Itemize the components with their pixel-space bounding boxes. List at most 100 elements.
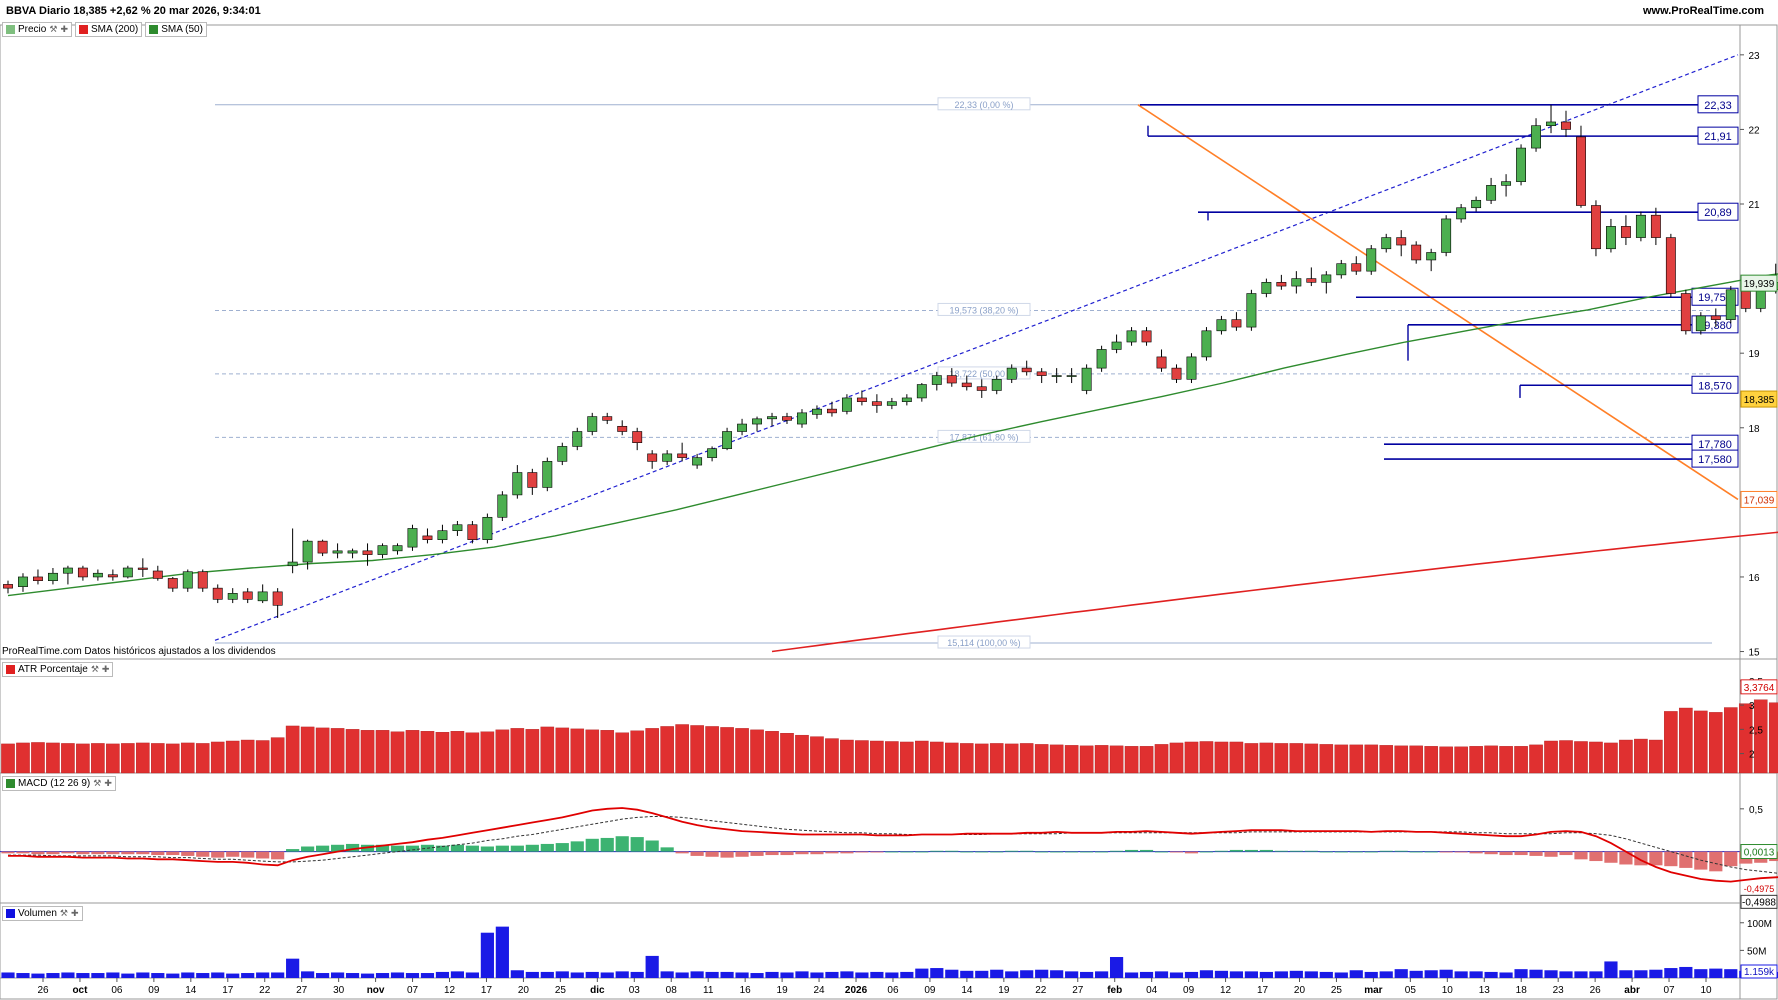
volume-bar	[1544, 970, 1558, 978]
candle-body	[1725, 289, 1736, 320]
macd-histogram-bar	[166, 851, 180, 856]
x-tick-label: feb	[1107, 985, 1122, 996]
macd-histogram-bar	[690, 851, 704, 856]
candle-body	[392, 545, 403, 552]
candle-body	[1081, 367, 1092, 391]
macd-histogram-bar	[435, 845, 450, 852]
wrench-icon[interactable]: ⚒	[59, 908, 68, 918]
candle-body	[856, 397, 867, 402]
candle-body	[1276, 282, 1287, 287]
atr-bar	[1439, 746, 1453, 774]
atr-bar	[1334, 744, 1349, 774]
atr-bar	[1679, 707, 1693, 774]
legend-label: SMA (200)	[90, 24, 139, 35]
candle-body	[1156, 356, 1167, 369]
candle-body	[1396, 237, 1407, 246]
fibonacci-label: 17,871 (61,80 %)	[949, 432, 1018, 442]
candle-body	[167, 578, 178, 589]
volume-bar	[1454, 971, 1468, 978]
volume-bar	[945, 969, 959, 978]
legend-macd[interactable]: MACD (12 26 9) ⚒ ✚	[2, 776, 116, 791]
macd-histogram-bar	[390, 845, 405, 852]
plus-icon[interactable]: ✚	[71, 908, 79, 918]
atr-bar	[1394, 745, 1409, 774]
candle-body	[1051, 375, 1062, 377]
candle-body	[1740, 289, 1751, 309]
x-tick-label: 12	[444, 985, 456, 996]
atr-bar	[989, 743, 1004, 774]
price-level-label: 17,580	[1698, 454, 1732, 466]
price-level-label: 18,570	[1698, 380, 1732, 392]
brand-link[interactable]: www.ProRealTime.com	[1642, 5, 1764, 17]
volume-bar	[525, 971, 539, 978]
x-tick-label: 08	[666, 985, 678, 996]
atr-bar	[136, 742, 150, 774]
fibonacci-label: 19,573 (38,20 %)	[949, 305, 1018, 315]
legend-label: ATR Porcentaje	[18, 664, 88, 675]
atr-bar	[420, 731, 435, 774]
plus-icon[interactable]: ✚	[101, 664, 110, 674]
x-tick-label: oct	[72, 985, 88, 996]
axis-value-badge	[1740, 274, 1778, 292]
macd-histogram-bar	[106, 851, 120, 855]
legend-label: MACD (12 26 9)	[18, 778, 91, 789]
legend-volume[interactable]: Volumen ⚒ ✚	[2, 906, 83, 921]
volume-bar	[151, 973, 165, 978]
atr-bar	[585, 729, 600, 774]
macd-histogram-bar	[1109, 850, 1124, 852]
candle-body	[332, 550, 343, 554]
atr-bar	[285, 725, 300, 774]
macd-histogram-bar	[1544, 851, 1558, 857]
macd-histogram-bar	[795, 851, 809, 855]
macd-histogram-bar	[630, 837, 644, 852]
volume-bar	[1124, 972, 1139, 978]
macd-histogram-bar	[1439, 851, 1453, 853]
volume-bar	[885, 972, 899, 978]
candle-body	[1321, 274, 1332, 283]
legend-price[interactable]: Precio ⚒ ✚	[2, 22, 72, 37]
atr-bar	[210, 741, 225, 774]
legend-atr[interactable]: ATR Porcentaje ⚒ ✚	[2, 662, 114, 677]
y-tick-label: 2,5	[1749, 725, 1763, 736]
atr-bar	[1079, 745, 1094, 774]
macd-histogram-bar	[975, 851, 989, 853]
candle-body	[377, 545, 388, 555]
volume-bar	[136, 972, 150, 978]
x-tick-label: nov	[367, 985, 385, 996]
wrench-icon[interactable]: ⚒	[49, 24, 58, 34]
price-legend: Precio ⚒ ✚ SMA (200) SMA (50)	[2, 22, 207, 37]
volume-bar	[540, 971, 554, 978]
atr-bar	[825, 738, 839, 774]
plus-icon[interactable]: ✚	[104, 778, 112, 788]
macd-histogram-bar	[885, 851, 899, 853]
chart-header: BBVA Diario 18,385 +2,62 % 20 mar 2026, …	[0, 0, 1778, 22]
volume-bar	[1709, 968, 1723, 978]
wrench-icon[interactable]: ⚒	[90, 664, 99, 674]
wrench-icon[interactable]: ⚒	[93, 778, 102, 788]
candle-body	[77, 567, 88, 578]
axis-value-label: 1.159k	[1744, 967, 1775, 978]
candle-body	[452, 524, 463, 532]
volume-bar	[390, 972, 405, 978]
axis-value-label: 17,039	[1744, 495, 1775, 506]
macd-histogram-bar	[241, 851, 255, 858]
price-level-label: 17,780	[1698, 439, 1732, 451]
legend-sma50[interactable]: SMA (50)	[145, 22, 207, 37]
atr-bar	[1289, 743, 1304, 774]
volume-bar	[810, 972, 824, 978]
candle-body	[1306, 278, 1317, 283]
volume-bar	[1244, 971, 1258, 978]
legend-sma200[interactable]: SMA (200)	[74, 22, 143, 37]
volume-bar	[330, 972, 345, 978]
price-level-box	[1691, 449, 1739, 468]
volume-bar	[405, 973, 420, 978]
atr-bar	[225, 740, 240, 774]
macd-histogram-bar	[1199, 851, 1214, 853]
atr-bar	[1169, 742, 1184, 774]
plus-icon[interactable]: ✚	[60, 24, 68, 34]
x-tick-label: 22	[1035, 985, 1047, 996]
macd-histogram-bar	[1304, 850, 1318, 852]
atr-bar	[165, 743, 180, 774]
volume-bar	[375, 973, 390, 978]
atr-bar	[1349, 744, 1364, 774]
